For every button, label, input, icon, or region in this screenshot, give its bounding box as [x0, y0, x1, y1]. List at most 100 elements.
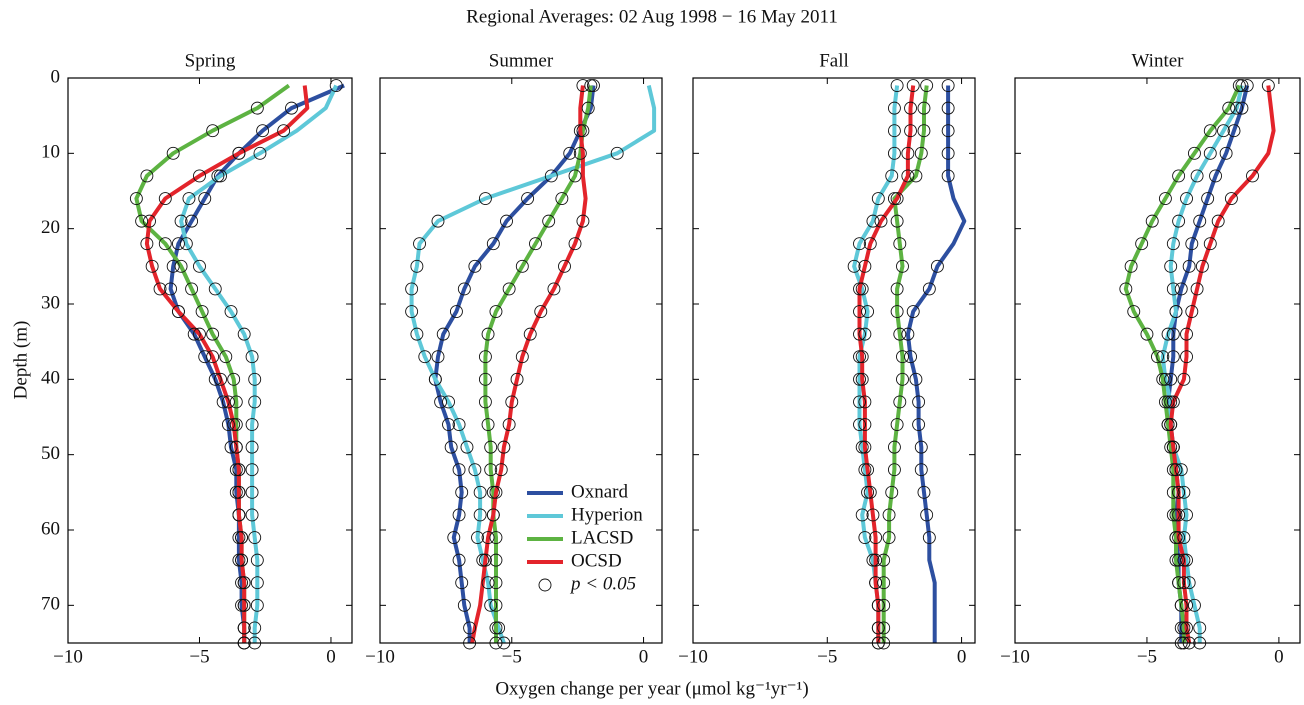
significance-marker: [866, 553, 880, 567]
significance-marker: [917, 485, 931, 499]
significance-marker: [893, 327, 907, 341]
significance-marker: [1158, 395, 1172, 409]
legend-label: Oxnard: [571, 481, 628, 502]
significance-marker: [492, 621, 506, 635]
significance-marker: [248, 621, 262, 635]
panel-title: Fall: [819, 50, 849, 71]
significance-marker: [1224, 192, 1238, 205]
significance-marker: [877, 598, 891, 612]
y-tick-label: 50: [41, 443, 60, 464]
significance-marker: [478, 372, 492, 386]
significance-marker: [1180, 598, 1193, 612]
significance-marker: [232, 531, 246, 544]
series-line: [1160, 85, 1244, 643]
significance-marker: [473, 508, 487, 522]
significance-marker: [858, 418, 872, 431]
significance-marker: [481, 576, 495, 590]
significance-marker: [1172, 214, 1186, 228]
significance-marker: [452, 553, 466, 567]
significance-marker: [1174, 282, 1188, 296]
significance-marker: [143, 214, 156, 228]
significance-marker: [917, 101, 931, 115]
significance-marker: [1180, 553, 1193, 567]
significance-marker: [1193, 621, 1207, 635]
significance-marker: [229, 440, 243, 454]
y-tick-label: 10: [41, 142, 60, 163]
significance-marker: [1182, 576, 1196, 590]
significance-marker: [1166, 237, 1180, 251]
series-line: [470, 85, 588, 643]
significance-marker: [193, 169, 206, 183]
significance-marker: [855, 282, 869, 296]
significance-marker: [179, 237, 193, 251]
significance-marker: [214, 169, 227, 183]
significance-marker: [237, 598, 251, 612]
significance-marker: [436, 327, 450, 341]
y-tick-label: 30: [41, 292, 60, 313]
significance-marker: [1180, 350, 1193, 364]
significance-marker: [858, 440, 872, 454]
significance-marker: [452, 418, 466, 431]
significance-marker: [486, 237, 500, 251]
significance-marker: [1185, 305, 1199, 318]
significance-marker: [232, 485, 246, 499]
series-line: [483, 85, 593, 643]
significance-marker: [476, 553, 490, 567]
x-tick-label: −5: [189, 646, 209, 667]
significance-marker: [1161, 418, 1175, 431]
significance-marker: [901, 327, 915, 341]
series-line: [144, 85, 310, 643]
significance-marker: [235, 553, 249, 567]
significance-marker: [847, 259, 861, 273]
significance-marker: [858, 531, 872, 544]
significance-marker: [1172, 576, 1186, 590]
significance-marker: [484, 440, 498, 454]
significance-marker: [576, 124, 590, 138]
significance-marker: [1119, 282, 1133, 296]
significance-marker: [248, 395, 262, 409]
significance-marker: [863, 485, 877, 499]
significance-marker: [914, 146, 928, 160]
significance-marker: [442, 418, 455, 431]
significance-marker: [460, 440, 474, 454]
significance-marker: [171, 237, 185, 251]
legend-label: Hyperion: [571, 504, 643, 525]
significance-marker: [890, 79, 904, 92]
significance-marker: [912, 395, 926, 409]
significance-marker: [866, 214, 880, 228]
significance-marker: [1177, 621, 1191, 635]
significance-marker: [1203, 146, 1217, 160]
axes-box: [692, 77, 976, 644]
significance-marker: [129, 192, 143, 205]
significance-marker: [428, 372, 442, 386]
significance-marker: [486, 485, 500, 499]
significance-marker: [584, 79, 598, 92]
series-line: [433, 85, 596, 643]
significance-marker: [887, 124, 901, 138]
y-tick-label: 20: [41, 217, 60, 238]
significance-marker: [1127, 305, 1141, 318]
significance-marker: [1172, 508, 1186, 522]
significance-marker: [1232, 79, 1246, 92]
significance-marker: [484, 463, 498, 477]
significance-marker: [486, 508, 500, 522]
significance-marker: [858, 463, 872, 477]
significance-marker: [853, 418, 866, 431]
significance-marker: [1140, 327, 1154, 341]
significance-marker: [229, 485, 243, 499]
significance-marker: [431, 350, 445, 364]
significance-marker: [235, 576, 249, 590]
significance-marker: [208, 372, 222, 386]
significance-marker: [481, 531, 495, 544]
significance-marker: [1217, 124, 1230, 138]
significance-marker: [576, 214, 590, 228]
significance-marker: [563, 146, 577, 160]
significance-marker: [434, 395, 448, 409]
significance-marker: [473, 485, 487, 499]
significance-marker: [256, 124, 270, 138]
significance-marker: [140, 169, 154, 183]
series-line: [1123, 84, 1242, 643]
significance-marker: [1164, 259, 1178, 273]
significance-marker: [941, 79, 955, 92]
significance-marker: [871, 192, 885, 205]
